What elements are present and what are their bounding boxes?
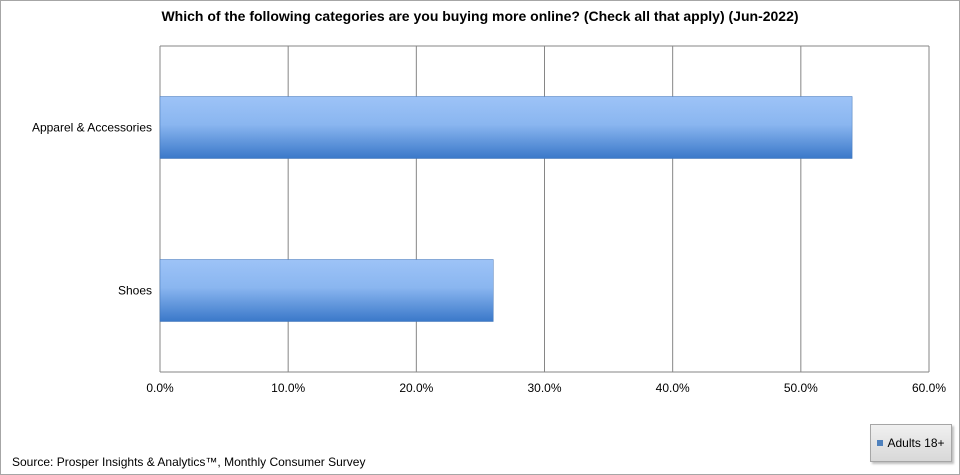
x-tick-label: 60.0% (912, 381, 946, 395)
bar (159, 96, 853, 159)
x-tick-label: 10.0% (271, 381, 305, 395)
legend-swatch (877, 440, 884, 446)
x-tick-label: 20.0% (399, 381, 433, 395)
chart-title: Which of the following categories are yo… (161, 8, 799, 24)
source-note: Source: Prosper Insights & Analytics™, M… (12, 455, 366, 469)
x-tick-label: 40.0% (656, 381, 690, 395)
x-tick-label: 0.0% (146, 381, 174, 395)
legend-label: Adults 18+ (887, 436, 945, 450)
legend: Adults 18+ (870, 424, 952, 462)
bar (159, 259, 494, 322)
category-label: Shoes (118, 284, 152, 298)
x-tick-label: 30.0% (527, 381, 561, 395)
x-tick-label: 50.0% (784, 381, 818, 395)
category-label: Apparel & Accessories (32, 121, 152, 135)
